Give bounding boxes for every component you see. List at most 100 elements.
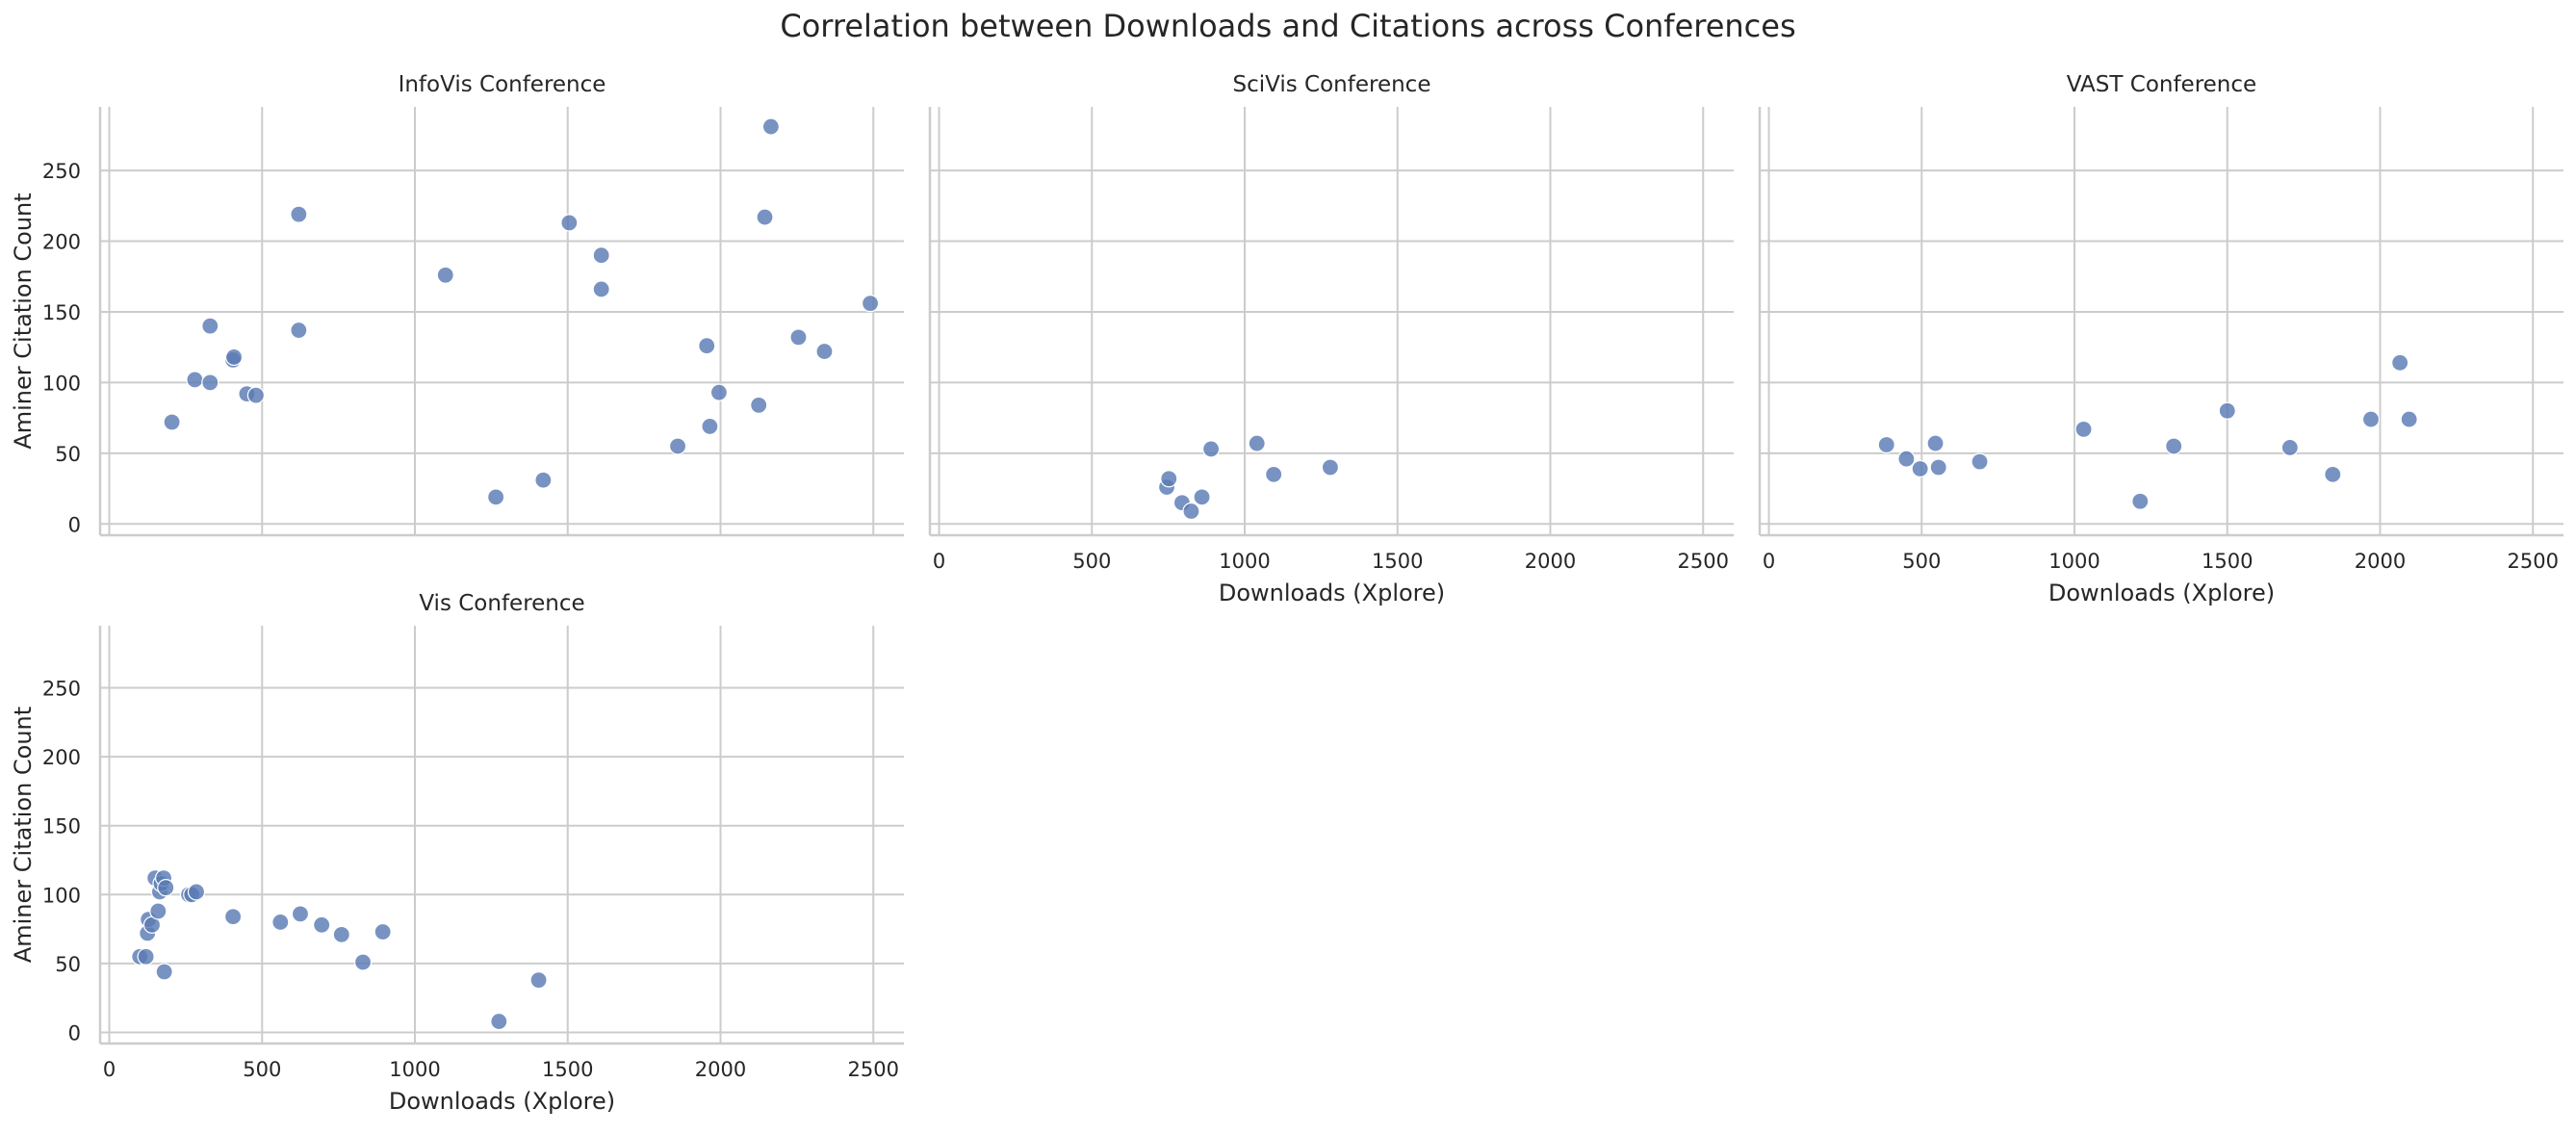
y-tick-label: 150	[42, 815, 81, 838]
scatter-point	[534, 471, 553, 489]
scatter-point	[224, 348, 244, 367]
scatter-point	[1321, 458, 1340, 477]
x-tick-label: 2000	[1525, 550, 1576, 573]
y-tick-label: 50	[55, 443, 81, 466]
x-tick-label: 500	[1072, 550, 1111, 573]
scatter-point	[815, 342, 834, 361]
scatter-point	[2391, 353, 2409, 372]
panel-title: InfoVis Conference	[399, 72, 606, 97]
scatter-point	[1193, 488, 1211, 506]
scatter-point	[701, 417, 719, 436]
scatter-point	[155, 963, 173, 981]
scatter-point	[1248, 434, 1266, 452]
scatter-point	[290, 321, 308, 340]
scatter-point	[592, 246, 610, 265]
x-tick-label: 2000	[2355, 550, 2406, 573]
y-axis-label: Aminer Citation Count	[10, 193, 37, 449]
scatter-point	[668, 437, 687, 455]
panel-2: SciVis Conference 0 500 1000 1500 2000 2500 Dow…	[928, 72, 1734, 606]
x-tick-label: 2500	[1678, 550, 1729, 573]
x-tick-label: 500	[1902, 550, 1941, 573]
scatter-point	[490, 1012, 508, 1031]
scatter-point	[201, 317, 219, 335]
x-tick-label: 0	[103, 1058, 116, 1081]
scatter-point	[186, 371, 204, 389]
scatter-point	[246, 386, 266, 404]
scatter-point	[1926, 434, 1945, 452]
figure-title: Correlation between Downloads and Citati…	[780, 8, 1796, 44]
x-tick-label: 1000	[389, 1058, 440, 1081]
x-axis-label: Downloads (Xplore)	[1219, 580, 1445, 606]
panel-3: VAST Conference 0 500 1000 1500 2000 2500 Downl…	[1758, 72, 2563, 606]
scatter-point	[2400, 410, 2418, 428]
scatter-point	[1182, 502, 1200, 521]
y-tick-label: 100	[42, 884, 81, 907]
scatter-point	[1971, 452, 1989, 471]
x-tick-label: 1500	[542, 1058, 593, 1081]
scatter-point	[1201, 440, 1221, 458]
y-tick-label: 100	[42, 372, 81, 395]
x-axis-label: Downloads (Xplore)	[2048, 580, 2275, 606]
scatter-point	[2361, 410, 2381, 428]
x-tick-label: 1500	[2202, 550, 2253, 573]
y-tick-label: 250	[42, 677, 81, 700]
scatter-point	[374, 922, 392, 941]
scatter-point	[750, 396, 768, 414]
y-tick-label: 0	[68, 1022, 81, 1045]
scatter-point	[137, 947, 155, 966]
scatter-point	[2165, 437, 2183, 455]
y-tick-label: 50	[55, 953, 81, 976]
scatter-point	[157, 879, 175, 897]
scatter-point	[313, 915, 331, 934]
scatter-point	[487, 488, 505, 506]
scatter-point	[2324, 465, 2342, 483]
scatter-point	[698, 337, 716, 355]
scatter-point	[353, 953, 373, 971]
scatter-point	[1265, 465, 1283, 483]
y-tick-label: 200	[42, 746, 81, 769]
scatter-point	[2280, 438, 2299, 457]
scatter-point	[529, 971, 548, 990]
scatter-point	[291, 905, 310, 923]
scatter-point	[163, 413, 181, 431]
scatter-point	[560, 214, 579, 232]
x-tick-label: 2500	[2508, 550, 2559, 573]
scatter-point	[861, 295, 880, 313]
scatter-point	[332, 925, 350, 943]
panel-1: InfoVis Conference 0 50 100 150 200 250Aminer …	[10, 72, 904, 536]
scatter-point	[709, 383, 729, 401]
scatter-point	[2218, 401, 2236, 420]
scatter-point	[201, 374, 219, 392]
scatter-point	[1877, 435, 1895, 454]
scatter-point	[2131, 492, 2150, 510]
scatter-point	[1929, 458, 1947, 477]
x-tick-label: 2500	[848, 1058, 899, 1081]
x-axis-label: Downloads (Xplore)	[389, 1088, 615, 1115]
panel-title: Vis Conference	[419, 591, 584, 616]
scatter-point	[1160, 470, 1178, 488]
scatter-point	[2074, 420, 2093, 438]
scatter-point	[789, 328, 808, 347]
x-tick-label: 0	[1763, 550, 1775, 573]
x-tick-label: 2000	[695, 1058, 746, 1081]
y-tick-label: 250	[42, 160, 81, 183]
y-axis-label: Aminer Citation Count	[10, 707, 37, 963]
scatter-point	[271, 913, 290, 932]
y-tick-label: 0	[68, 513, 81, 536]
x-tick-label: 1500	[1372, 550, 1423, 573]
scatter-point	[290, 205, 308, 223]
scatter-point	[149, 902, 167, 920]
x-tick-label: 500	[243, 1058, 281, 1081]
scatter-point	[436, 266, 454, 284]
panel-title: SciVis Conference	[1233, 72, 1431, 97]
scatter-point	[756, 208, 774, 226]
x-tick-label: 1000	[1219, 550, 1270, 573]
x-tick-label: 0	[933, 550, 945, 573]
scatter-point	[187, 883, 206, 901]
scatter-point	[1911, 459, 1929, 478]
scatter-point	[761, 117, 780, 136]
y-tick-label: 200	[42, 231, 81, 254]
scatter-point	[592, 280, 610, 298]
